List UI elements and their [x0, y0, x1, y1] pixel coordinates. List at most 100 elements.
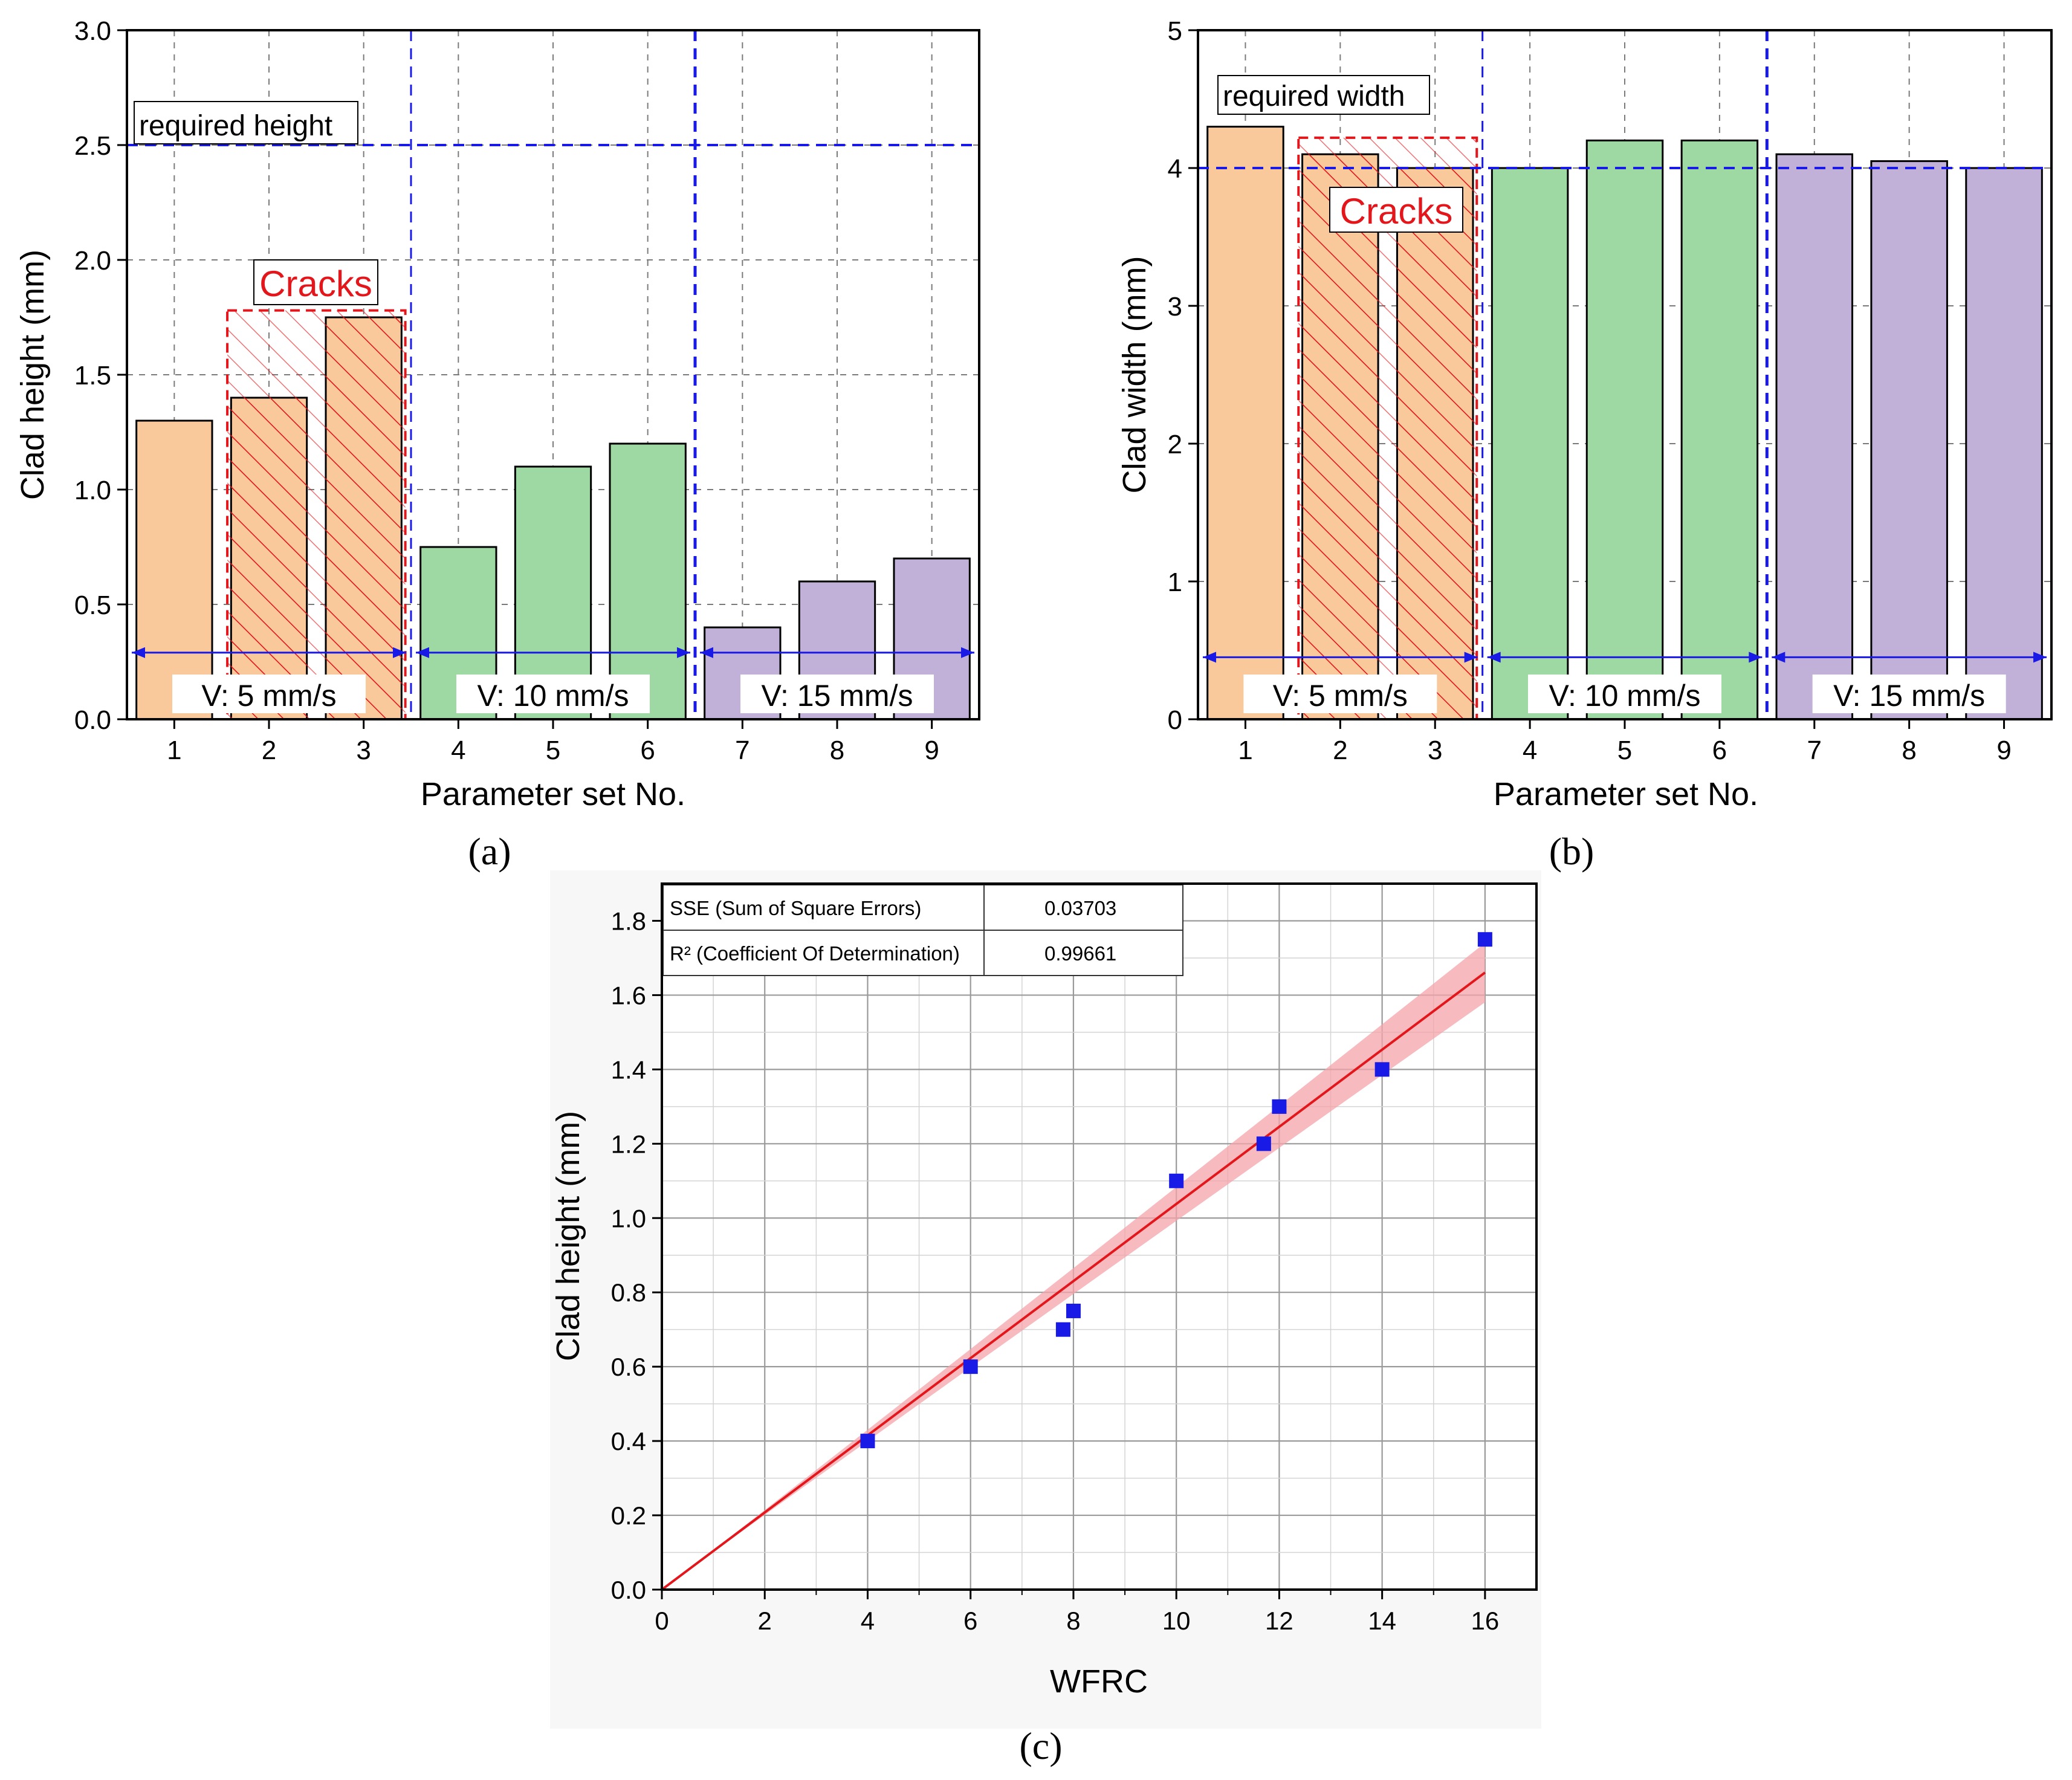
panel-a-y-axis-label: Clad height (mm) — [15, 250, 51, 500]
a-xtick-label-3: 4 — [451, 736, 465, 765]
panel-b-y-axis-label: Clad width (mm) — [1116, 256, 1153, 493]
b-bar-6 — [1680, 139, 1759, 720]
b-bar-5 — [1585, 139, 1664, 720]
a-xtick-label-2: 3 — [356, 736, 371, 765]
a-xtick-label-8: 9 — [924, 736, 939, 765]
a-xtick-label-1: 2 — [262, 736, 276, 765]
b-speed-label-1: V: 5 mm/s — [1273, 679, 1408, 713]
b-reference-label: required width — [1223, 80, 1405, 112]
a-ytick-label-6: 3.0 — [74, 16, 111, 46]
b-speed-arrowhead-left-3 — [1772, 652, 1785, 663]
c-xtick-label-1: 2 — [758, 1607, 772, 1635]
b-xtick-label-5: 6 — [1712, 736, 1727, 765]
c-point-8 — [1477, 932, 1492, 947]
c-point-1 — [963, 1359, 978, 1374]
c-ytick-label-5: 1.0 — [611, 1204, 646, 1232]
panel-b-y-ticks: 0 1 2 3 4 5 — [1168, 16, 1198, 735]
a-cracks-region — [226, 309, 407, 720]
panel-b-x-ticks: 1 2 3 4 5 6 7 8 9 — [1238, 719, 2012, 765]
c-xtick-label-8: 16 — [1471, 1607, 1500, 1635]
c-ytick-label-0: 0.0 — [611, 1576, 646, 1604]
c-xtick-label-6: 12 — [1265, 1607, 1293, 1635]
a-xtick-label-0: 1 — [167, 736, 181, 765]
a-xtick-label-4: 5 — [546, 736, 560, 765]
c-xtick-label-5: 10 — [1162, 1607, 1191, 1635]
a-speed-arrowhead-left-1 — [132, 647, 145, 658]
panel-a-x-axis-label: Parameter set No. — [421, 776, 685, 812]
b-reference-label-box — [1217, 75, 1430, 115]
a-cracks-label: Cracks — [259, 264, 372, 304]
b-xtick-label-7: 8 — [1902, 736, 1916, 765]
c-point-2 — [1055, 1322, 1070, 1337]
b-cracks-label-box — [1329, 187, 1463, 233]
panel-c-y-axis-label: Clad height (mm) — [550, 1111, 586, 1361]
a-xtick-label-6: 7 — [735, 736, 749, 765]
stats-sse-value: 0.03703 — [1044, 897, 1116, 919]
c-ytick-label-3: 0.6 — [611, 1353, 646, 1381]
panel-c-stats-table: SSE (Sum of Square Errors) 0.03703 R² (C… — [662, 884, 1183, 976]
c-fit-line — [662, 971, 1486, 1590]
a-ytick-label-5: 2.5 — [74, 131, 111, 161]
b-bar-4 — [1491, 167, 1569, 720]
a-ytick-label-2: 1.0 — [74, 476, 111, 505]
panel-b-annotations: required width Cracks V: 5 mm/s V: 10 mm/s V… — [1198, 30, 2051, 720]
panel-c-wfrc-scatter-fit: SSE (Sum of Square Errors) 0.03703 R² (C… — [550, 870, 1541, 1767]
stats-r2-value: 0.99661 — [1044, 942, 1116, 965]
a-ytick-label-1: 0.5 — [74, 591, 111, 620]
b-speed-label-box-1 — [1243, 675, 1437, 713]
panel-c-plot-frame — [661, 882, 1538, 1591]
a-xtick-label-5: 6 — [640, 736, 655, 765]
c-point-0 — [860, 1434, 875, 1449]
panel-c-plot-area — [662, 884, 1536, 1590]
c-point-6 — [1272, 1099, 1287, 1114]
a-ytick-label-4: 2.0 — [74, 246, 111, 276]
b-bar-8 — [1870, 160, 1948, 720]
b-speed-arrowhead-right-1 — [1464, 652, 1478, 663]
a-speed-arrowhead-left-2 — [416, 647, 429, 658]
b-speed-arrowhead-left-2 — [1487, 652, 1501, 663]
b-xtick-label-4: 5 — [1617, 736, 1632, 765]
panel-c-subfigure-label: (c) — [1019, 1724, 1062, 1767]
a-xtick-label-7: 8 — [830, 736, 844, 765]
a-speed-label-box-2 — [456, 675, 650, 713]
b-ytick-label-5: 5 — [1168, 16, 1182, 46]
a-bar-6 — [609, 442, 687, 720]
a-speed-arrowhead-right-2 — [677, 647, 690, 658]
c-xtick-label-4: 8 — [1066, 1607, 1080, 1635]
c-ytick-label-7: 1.4 — [611, 1055, 646, 1084]
b-speed-label-3: V: 15 mm/s — [1833, 679, 1985, 713]
c-ytick-label-9: 1.8 — [611, 907, 646, 935]
panel-a-x-ticks: 1 2 3 4 5 6 7 8 9 — [167, 719, 939, 765]
b-xtick-label-6: 7 — [1807, 736, 1822, 765]
b-cracks-region — [1297, 136, 1478, 720]
c-point-3 — [1066, 1303, 1081, 1318]
b-xtick-label-8: 9 — [1996, 736, 2011, 765]
c-ytick-label-1: 0.2 — [611, 1501, 646, 1530]
a-bar-1 — [135, 419, 213, 720]
b-ytick-label-2: 2 — [1168, 430, 1182, 459]
b-xtick-label-0: 1 — [1238, 736, 1252, 765]
a-speed-arrowhead-right-3 — [961, 647, 974, 658]
b-speed-arrowhead-right-2 — [1749, 652, 1763, 663]
a-cracks-label-box — [253, 259, 378, 305]
c-point-5 — [1256, 1136, 1271, 1151]
c-ytick-label-2: 0.4 — [611, 1427, 646, 1455]
b-xtick-label-3: 4 — [1523, 736, 1537, 765]
panel-b-subfigure-label: (b) — [1549, 830, 1594, 873]
b-ytick-label-1: 1 — [1168, 568, 1182, 597]
panel-a-clad-height-bar-chart: required height Cracks V: 5 mm/s V: 10 mm/s… — [15, 16, 980, 873]
a-speed-label-box-1 — [172, 675, 366, 713]
a-speed-label-3: V: 15 mm/s — [762, 679, 913, 713]
b-ytick-label-4: 4 — [1168, 154, 1182, 184]
c-ytick-label-4: 0.8 — [611, 1278, 646, 1307]
b-speed-label-box-2 — [1528, 675, 1721, 713]
c-xtick-label-3: 6 — [963, 1607, 977, 1635]
panel-c-x-ticks: 0 2 4 6 8 10 12 14 16 — [655, 1590, 1499, 1635]
a-speed-label-box-3 — [740, 675, 934, 713]
b-speed-arrowhead-left-1 — [1203, 652, 1216, 663]
stats-sse-label: SSE (Sum of Square Errors) — [670, 897, 921, 919]
c-point-4 — [1169, 1173, 1184, 1188]
panel-c-y-ticks: 0.0 0.2 0.4 0.6 0.8 1.0 1.2 1.4 1.6 1.8 — [611, 907, 662, 1604]
panel-c-fit — [662, 942, 1486, 1590]
